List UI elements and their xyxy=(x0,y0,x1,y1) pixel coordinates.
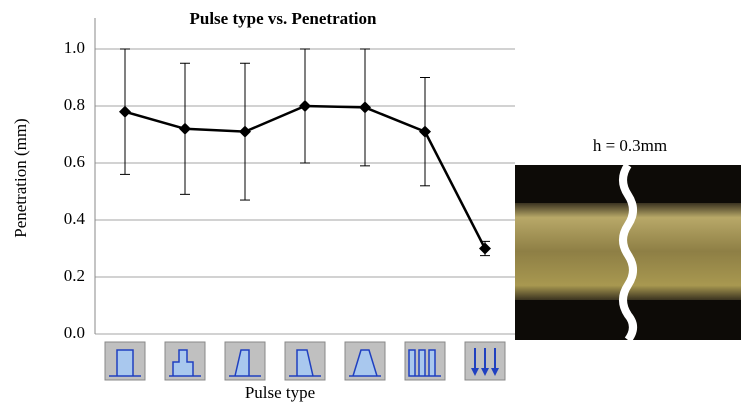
pulse-icon xyxy=(285,342,325,380)
marker xyxy=(419,126,431,138)
x-axis-label: Pulse type xyxy=(245,383,315,402)
marker xyxy=(239,126,251,138)
y-tick-label: 0.6 xyxy=(64,152,85,171)
y-tick-label: 0.4 xyxy=(64,209,86,228)
chart: Pulse type vs. Penetration Penetration (… xyxy=(0,0,741,408)
y-tick-label: 0.2 xyxy=(64,266,85,285)
pulse-icon xyxy=(165,342,205,380)
marker xyxy=(299,100,311,112)
marker xyxy=(359,101,371,113)
pulse-icon xyxy=(225,342,265,380)
y-tick-label: 0.8 xyxy=(64,95,85,114)
image xyxy=(515,165,741,340)
pulse-icon xyxy=(465,342,505,380)
pulse-icon xyxy=(105,342,145,380)
y-tick-label: 0.0 xyxy=(64,323,85,342)
marker xyxy=(179,123,191,135)
annotation: h = 0.3mm xyxy=(593,136,667,155)
y-axis-label: Penetration (mm) xyxy=(11,118,30,237)
marker xyxy=(119,106,131,118)
page: {"chart_data": {"type": "line", "title":… xyxy=(0,0,741,408)
pulse-icon xyxy=(405,342,445,380)
y-tick-label: 1.0 xyxy=(64,38,85,57)
chart-title: Pulse type vs. Penetration xyxy=(190,9,378,28)
marker xyxy=(479,243,491,255)
pulse-icon xyxy=(345,342,385,380)
